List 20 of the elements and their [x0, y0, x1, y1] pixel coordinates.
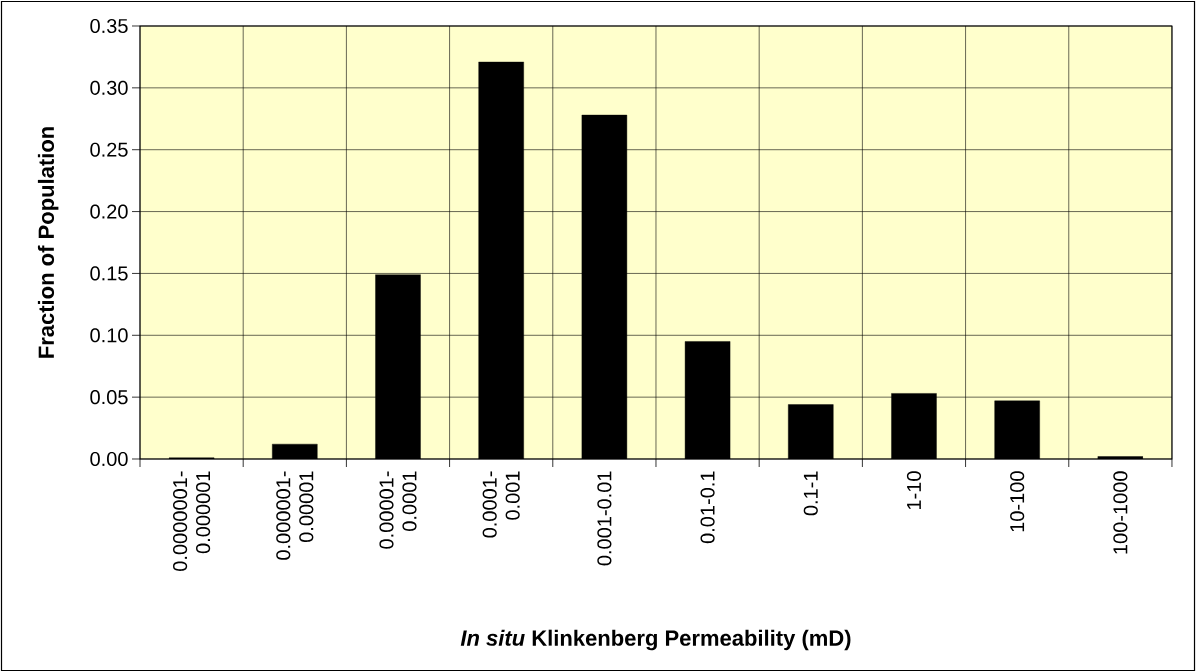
x-axis-title: In situ Klinkenberg Permeability (mD)	[460, 629, 851, 651]
y-tick-label: 0.15	[90, 266, 128, 281]
x-tick-label: 0.001-0.01	[597, 471, 612, 566]
y-tick-label: 0.00	[90, 451, 128, 467]
x-tick-label: 0.0001- 0.001	[482, 471, 520, 538]
y-axis-title: Fraction of Population	[37, 127, 59, 358]
x-tick-label: 0.01-0.1	[700, 471, 715, 544]
x-tick-label: 1-10	[906, 471, 922, 510]
y-tick-label: 0.25	[90, 142, 128, 157]
x-tick-label: 0.000001- 0.00001	[276, 471, 314, 560]
y-tick-label: 0.35	[90, 18, 128, 34]
y-tick-label: 0.30	[90, 80, 128, 95]
x-tick-label: 0.00001- 0.0001	[379, 471, 417, 549]
y-tick-label: 0.10	[90, 328, 128, 343]
x-tick-label: 0.0000001- 0.000001	[173, 471, 211, 571]
x-tick-label: 100-1000	[1113, 471, 1128, 554]
x-tick-label: 10-100	[1010, 471, 1025, 532]
y-tick-label: 0.05	[90, 390, 128, 405]
x-tick-label: 0.1-1	[803, 471, 818, 516]
y-tick-label: 0.20	[90, 204, 128, 219]
